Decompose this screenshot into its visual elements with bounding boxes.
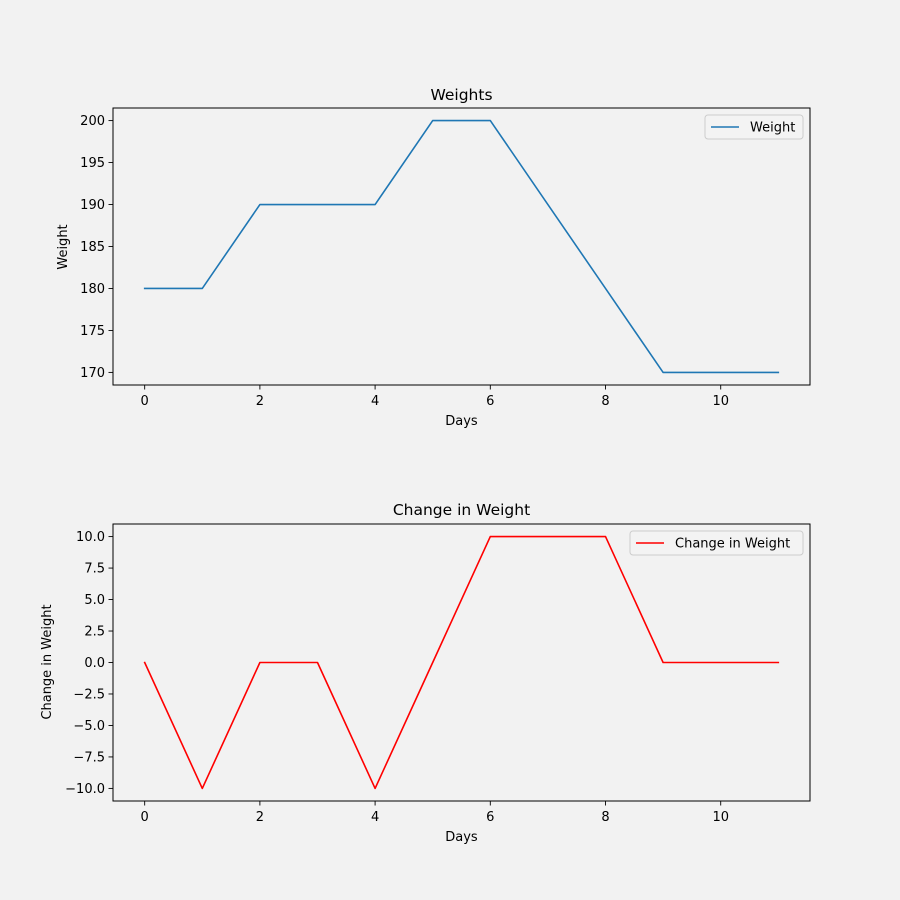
weights-x-tick-label: 4 bbox=[371, 394, 379, 409]
weights-y-tick-label: 185 bbox=[80, 240, 105, 255]
weights-y-tick-label: 180 bbox=[80, 282, 105, 297]
change-in-weight-x-tick-label: 8 bbox=[601, 810, 609, 825]
change-in-weight-title: Change in Weight bbox=[393, 501, 530, 519]
weights-y-tick-label: 175 bbox=[80, 324, 105, 339]
weights-legend-box bbox=[704, 114, 804, 140]
change-in-weight-y-tick-label: −7.5 bbox=[73, 750, 105, 765]
change-in-weight-y-tick-label: 2.5 bbox=[84, 625, 105, 640]
weights-y-tick-label: 200 bbox=[80, 114, 105, 129]
weights-x-tick-label: 6 bbox=[486, 394, 494, 409]
change-in-weight-legend: Change in Weight bbox=[629, 530, 804, 556]
weights-x-tick-label: 10 bbox=[712, 394, 729, 409]
change-in-weight-legend-label: Change in Weight bbox=[675, 537, 790, 552]
change-in-weight-subplot: Change in Weight Days Change in Weight 0… bbox=[40, 501, 811, 845]
weights-x-tick-label: 2 bbox=[256, 394, 264, 409]
weights-xlabel: Days bbox=[445, 414, 478, 429]
weights-title: Weights bbox=[430, 86, 492, 104]
change-in-weight-xlabel: Days bbox=[445, 830, 478, 845]
change-in-weight-y-tick-label: −10.0 bbox=[65, 782, 105, 797]
weights-y-tick-label: 190 bbox=[80, 198, 105, 213]
change-in-weight-y-tick-label: −2.5 bbox=[73, 687, 105, 702]
change-in-weight-x-tick-label: 0 bbox=[141, 810, 149, 825]
weights-subplot: Weights Days Weight 0 2 4 6 8 10 170 175 180 185 1… bbox=[56, 86, 811, 429]
weights-x-tick-label: 0 bbox=[141, 394, 149, 409]
change-in-weight-legend-box bbox=[629, 530, 804, 556]
weights-ylabel: Weight bbox=[56, 224, 71, 269]
change-in-weight-y-tick-label: 7.5 bbox=[84, 562, 105, 577]
weights-legend-label: Weight bbox=[750, 121, 795, 136]
change-in-weight-x-tick-label: 6 bbox=[486, 810, 494, 825]
change-in-weight-y-tick-label: 5.0 bbox=[84, 593, 105, 608]
change-in-weight-ylabel: Change in Weight bbox=[40, 604, 55, 719]
weights-y-tick-label: 170 bbox=[80, 366, 105, 381]
weights-y-tick-label: 195 bbox=[80, 156, 105, 171]
weights-x-tick-label: 8 bbox=[601, 394, 609, 409]
change-in-weight-y-tick-label: 0.0 bbox=[84, 656, 105, 671]
change-in-weight-x-tick-label: 2 bbox=[256, 810, 264, 825]
change-in-weight-series-line bbox=[143, 535, 780, 790]
change-in-weight-y-tick-label: −5.0 bbox=[73, 719, 105, 734]
weights-legend: Weight bbox=[704, 114, 804, 140]
change-in-weight-x-tick-label: 4 bbox=[371, 810, 379, 825]
weights-series-line bbox=[143, 119, 780, 374]
change-in-weight-x-tick-label: 10 bbox=[712, 810, 729, 825]
change-in-weight-y-tick-label: 10.0 bbox=[76, 530, 105, 545]
